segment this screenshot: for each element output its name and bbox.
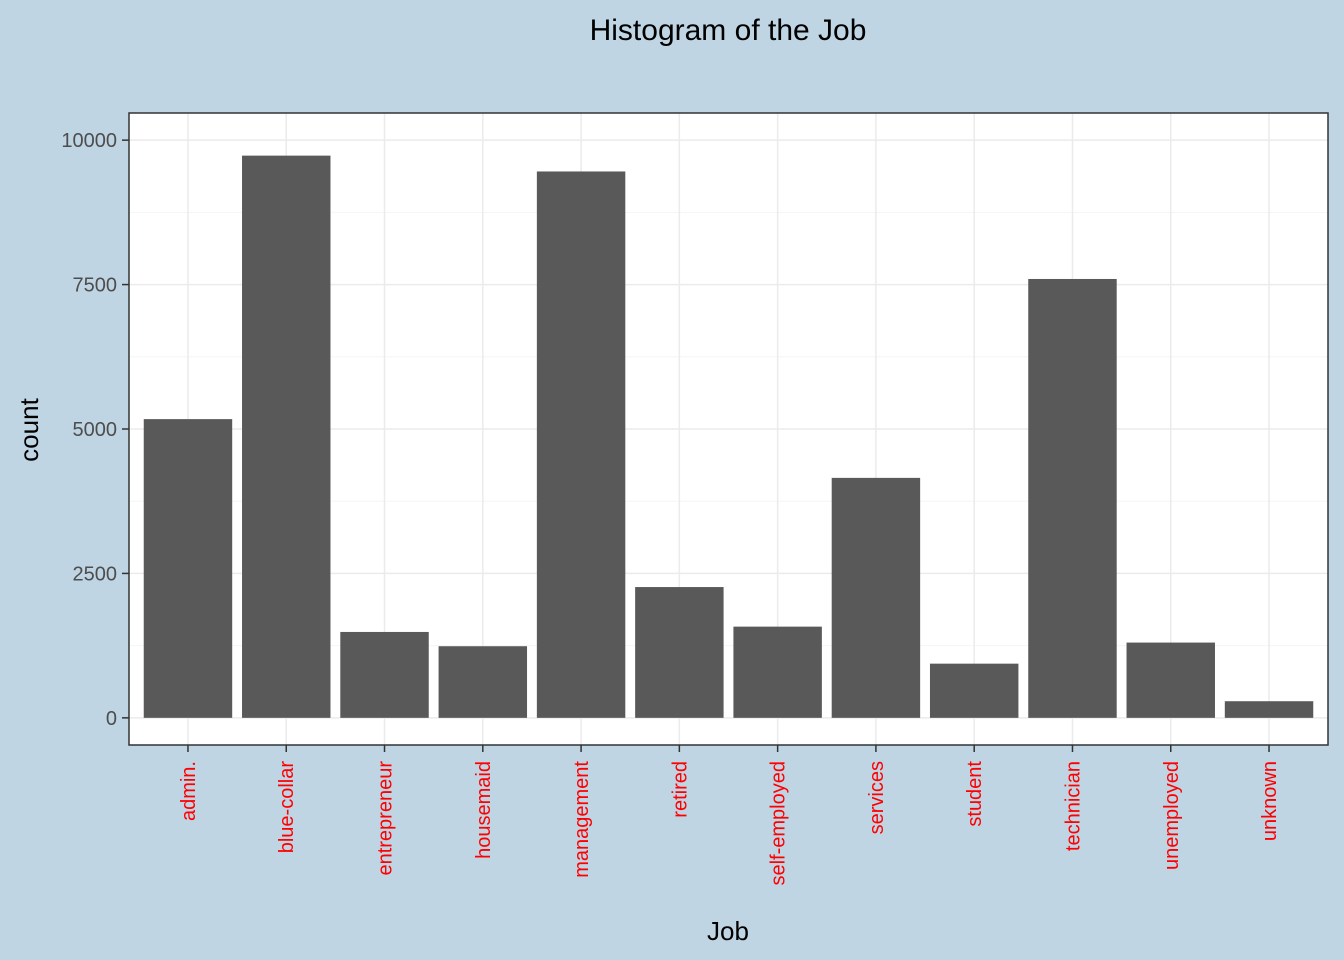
bar-retired <box>635 587 724 718</box>
chart-title: Histogram of the Job <box>590 14 867 47</box>
y-tick-label: 2500 <box>73 563 118 585</box>
bar-blue-collar <box>242 155 331 718</box>
x-axis-title: Job <box>707 916 749 946</box>
bar-entrepreneur <box>340 631 429 718</box>
x-tick-label: housemaid <box>473 761 495 859</box>
bars <box>143 155 1314 718</box>
bar-student <box>929 663 1019 718</box>
bar-housemaid <box>438 646 528 718</box>
x-tick-label: unemployed <box>1161 761 1183 870</box>
x-tick-label: services <box>866 761 888 834</box>
x-tick-label: unknown <box>1259 761 1281 841</box>
bar-technician <box>1028 278 1117 718</box>
bar-services <box>831 477 921 718</box>
x-axis: admin. blue-collar entrepreneur housemaid ma… <box>178 745 1281 886</box>
x-tick-label: admin. <box>178 761 200 821</box>
bar-unemployed <box>1126 642 1215 718</box>
y-tick-label: 7500 <box>73 275 118 297</box>
y-axis-title: count <box>14 397 44 461</box>
x-tick-label: student <box>964 761 986 827</box>
y-tick-label: 0 <box>106 708 117 730</box>
x-tick-label: blue-collar <box>276 761 298 854</box>
y-tick-label: 10000 <box>61 130 117 152</box>
y-tick-label: 5000 <box>73 419 118 441</box>
bar-unknown <box>1224 701 1314 718</box>
bar-self-employed <box>733 626 822 718</box>
y-axis: 0 2500 5000 7500 10000 <box>61 130 129 730</box>
x-tick-label: entrepreneur <box>375 761 397 876</box>
x-tick-label: management <box>571 761 593 878</box>
x-tick-label: technician <box>1062 761 1084 851</box>
bar-management <box>536 171 626 718</box>
x-tick-label: self-employed <box>768 761 790 886</box>
x-tick-label: retired <box>669 761 691 818</box>
bar-admin <box>143 419 233 718</box>
